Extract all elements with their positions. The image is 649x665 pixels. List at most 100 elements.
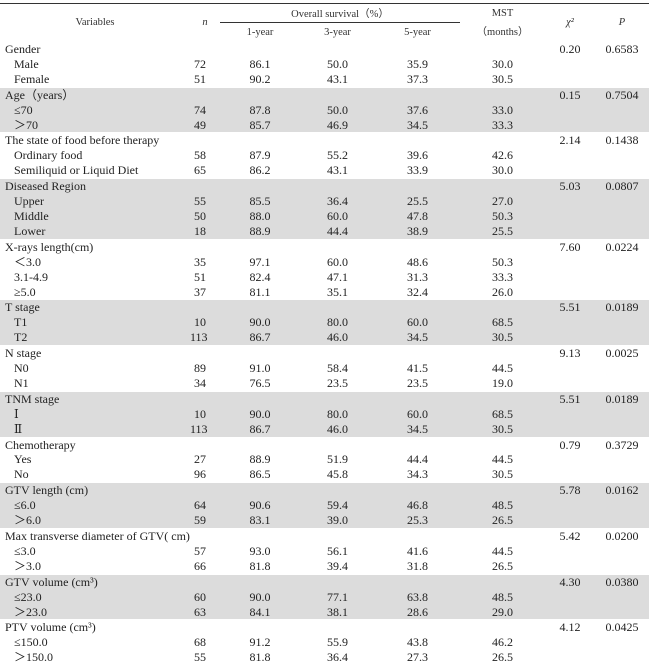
- 3-year-value: 80.0: [300, 407, 375, 422]
- n-value: 74: [190, 103, 220, 118]
- 1-year-value: 76.5: [220, 376, 300, 391]
- 3-year-value: 80.0: [300, 315, 375, 330]
- 1-year-value: 81.1: [220, 285, 300, 300]
- chi-value: 5.51: [545, 300, 595, 315]
- 1-year-value: 91.0: [220, 361, 300, 376]
- mst-value: 44.5: [460, 361, 545, 376]
- header-1-year: 1-year: [220, 23, 300, 42]
- mst-value: 26.5: [460, 650, 545, 665]
- group-label: Diseased Region: [0, 179, 545, 194]
- 5-year-value: 34.5: [375, 330, 460, 345]
- 1-year-value: 86.7: [220, 330, 300, 345]
- 3-year-value: 56.1: [300, 544, 375, 559]
- n-value: 55: [190, 650, 220, 665]
- chi-value: 5.03: [545, 179, 595, 194]
- 1-year-value: 90.2: [220, 72, 300, 87]
- n-value: 66: [190, 559, 220, 574]
- group-label: Max transverse diameter of GTV( cm): [0, 529, 545, 544]
- n-value: 27: [190, 452, 220, 467]
- group-label: T stage: [0, 300, 545, 315]
- n-value: 50: [190, 209, 220, 224]
- mst-value: 30.5: [460, 422, 545, 437]
- chi-value: 9.13: [545, 346, 595, 361]
- group-label: Age（years）: [0, 87, 545, 102]
- 1-year-value: 87.8: [220, 103, 300, 118]
- 5-year-value: 44.4: [375, 452, 460, 467]
- 5-year-value: 41.5: [375, 361, 460, 376]
- 5-year-value: 48.6: [375, 255, 460, 270]
- mst-value: 30.0: [460, 57, 545, 72]
- 1-year-value: 82.4: [220, 270, 300, 285]
- 1-year-value: 81.8: [220, 559, 300, 574]
- subgroup-label: 3.1-4.9: [0, 270, 190, 285]
- group-label: X-rays length(cm): [0, 239, 545, 254]
- header-mst-unit: （months）: [460, 23, 545, 42]
- p-value: 0.0807: [595, 179, 649, 194]
- 1-year-value: 88.9: [220, 224, 300, 239]
- header-p: P: [595, 4, 649, 42]
- p-value: 0.0425: [595, 620, 649, 635]
- 3-year-value: 46.0: [300, 422, 375, 437]
- subgroup-label: Ordinary food: [0, 148, 190, 163]
- p-value: 0.0380: [595, 574, 649, 589]
- n-value: 72: [190, 57, 220, 72]
- 5-year-value: 34.5: [375, 118, 460, 133]
- 1-year-value: 91.2: [220, 635, 300, 650]
- 5-year-value: 37.3: [375, 72, 460, 87]
- mst-value: 25.5: [460, 224, 545, 239]
- group-label: N stage: [0, 346, 545, 361]
- p-value: 0.0162: [595, 483, 649, 498]
- p-value: 0.3729: [595, 437, 649, 452]
- 5-year-value: 34.5: [375, 422, 460, 437]
- chi-value: 2.14: [545, 133, 595, 148]
- group-label: PTV volume (cm³): [0, 620, 545, 635]
- 1-year-value: 81.8: [220, 650, 300, 665]
- mst-value: 27.0: [460, 194, 545, 209]
- chi-value: 4.30: [545, 574, 595, 589]
- mst-value: 48.5: [460, 590, 545, 605]
- subgroup-label: ＞23.0: [0, 605, 190, 620]
- n-value: 113: [190, 422, 220, 437]
- chi-value: 0.15: [545, 87, 595, 102]
- chi-value: 0.79: [545, 437, 595, 452]
- 5-year-value: 23.5: [375, 376, 460, 391]
- 3-year-value: 55.9: [300, 635, 375, 650]
- header-mst: MST: [460, 4, 545, 23]
- 5-year-value: 39.6: [375, 148, 460, 163]
- p-value: 0.7504: [595, 87, 649, 102]
- subgroup-label: Yes: [0, 452, 190, 467]
- chi-value: 5.78: [545, 483, 595, 498]
- 5-year-value: 28.6: [375, 605, 460, 620]
- mst-value: 44.5: [460, 544, 545, 559]
- n-value: 55: [190, 194, 220, 209]
- n-value: 63: [190, 605, 220, 620]
- 1-year-value: 86.1: [220, 57, 300, 72]
- 3-year-value: 59.4: [300, 498, 375, 513]
- 3-year-value: 36.4: [300, 194, 375, 209]
- mst-value: 33.0: [460, 103, 545, 118]
- 1-year-value: 87.9: [220, 148, 300, 163]
- 5-year-value: 38.9: [375, 224, 460, 239]
- n-value: 96: [190, 467, 220, 482]
- 5-year-value: 31.8: [375, 559, 460, 574]
- 5-year-value: 37.6: [375, 103, 460, 118]
- header-5-year: 5-year: [375, 23, 460, 42]
- mst-value: 50.3: [460, 209, 545, 224]
- subgroup-label: ＞3.0: [0, 559, 190, 574]
- 1-year-value: 86.7: [220, 422, 300, 437]
- header-3-year: 3-year: [300, 23, 375, 42]
